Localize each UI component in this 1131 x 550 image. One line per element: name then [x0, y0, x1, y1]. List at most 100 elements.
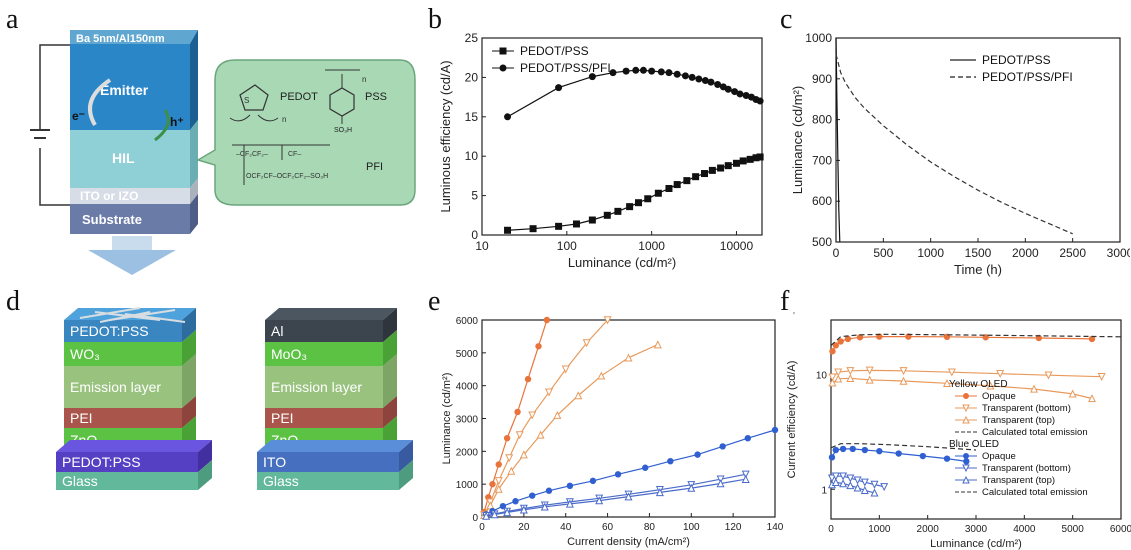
pfi-label: PFI [366, 161, 383, 173]
data-point [701, 170, 709, 178]
legend-label: PEDOT/PSS/PFI [982, 70, 1073, 84]
legend-label: Transparent (top) [982, 475, 1055, 486]
data-point [515, 431, 524, 440]
y-tick-label: 0 [472, 513, 478, 524]
data-point [505, 454, 514, 463]
layer-side [383, 354, 397, 408]
svg-text:S: S [244, 96, 249, 105]
series-line [507, 69, 761, 118]
y-tick-label: 600 [812, 194, 832, 208]
data-point [719, 443, 726, 450]
plot-frame [481, 37, 763, 236]
data-point [741, 474, 750, 483]
data-point [695, 75, 703, 83]
data-point [692, 173, 700, 181]
layer-label: Al [271, 323, 283, 339]
y-tick-label: 800 [812, 113, 832, 127]
legend-marker [963, 453, 969, 459]
data-point [947, 368, 956, 377]
x-tick-label: 3000 [965, 524, 988, 535]
data-point [648, 67, 656, 75]
x-tick-label: 140 [767, 522, 784, 533]
data-point [846, 481, 855, 490]
data-point [963, 458, 970, 465]
layer-front [64, 342, 182, 366]
x-axis-label: Time (h) [954, 262, 1002, 277]
data-point [572, 220, 580, 228]
panel-letter-c: c [780, 4, 793, 35]
legend-group-title: Blue OLED [949, 439, 999, 450]
y-tick-label: 10 [465, 149, 479, 163]
data-point [839, 472, 848, 481]
data-point [714, 80, 722, 88]
y-axis-label: Luminance (cd/m²) [790, 86, 805, 194]
layer-front [64, 366, 182, 408]
data-point [899, 376, 908, 385]
data-point [489, 480, 496, 488]
layer-front [257, 452, 399, 472]
legend-group-title: Yellow OLED [949, 379, 1008, 390]
x-tick-label: 0 [479, 522, 485, 533]
data-point [832, 342, 840, 349]
y-tick-label: 2000 [456, 447, 479, 458]
y-tick-label: 1 [821, 485, 827, 496]
layer-side [383, 396, 397, 428]
data-point [566, 482, 574, 490]
data-point [827, 474, 836, 483]
x-tick-label: 120 [725, 522, 742, 533]
series-line [830, 443, 977, 451]
series-line [832, 369, 1102, 378]
chart-b: 10 100 1000 10000 0 5 10 15 20 25 Luminance (cd/m²… [440, 31, 764, 270]
chart-e: 0 20 40 60 80 100 120 140 0 1000 2000 3000 4000 5000 6… [441, 316, 784, 548]
data-point [654, 189, 662, 197]
x-tick-label: 0 [833, 246, 840, 260]
y-axis-label: Luminance (cd/m²) [441, 373, 453, 465]
emitter-label: Emitter [100, 82, 149, 98]
data-point [1029, 384, 1039, 393]
data-point [701, 77, 709, 85]
svg-text:–CF₂CF₂–: –CF₂CF₂– [236, 151, 268, 158]
data-point [942, 379, 952, 388]
layer-label: PEDOT:PSS [62, 454, 141, 470]
layer-side [198, 440, 212, 472]
x-tick-label: 0 [828, 524, 834, 535]
layer-front [257, 472, 399, 490]
legend-label: PEDOT/PSS [982, 53, 1051, 67]
data-point [514, 408, 521, 416]
legend-label: Opaque [982, 451, 1016, 462]
legend-marker [499, 47, 507, 55]
data-point [614, 471, 622, 478]
panel-letter-f: f [780, 286, 790, 317]
layer-side [383, 308, 397, 342]
electron-label: e⁻ [72, 109, 85, 123]
data-point [708, 166, 716, 174]
panel-letter-b: b [428, 4, 442, 35]
pfi-structure [232, 144, 330, 185]
data-point [731, 88, 739, 96]
legend-marker [963, 393, 969, 399]
hole-arrow [154, 109, 170, 142]
data-point [683, 177, 691, 185]
y-tick-label: 900 [812, 72, 832, 86]
data-point [653, 340, 662, 349]
data-point [626, 203, 634, 211]
legend-label: Calculated total emission [982, 427, 1088, 438]
electron-arrow [88, 78, 112, 127]
substrate-label: Substrate [82, 212, 142, 227]
ito-label: ITO or IZO [80, 189, 138, 203]
data-point [545, 487, 553, 494]
x-tick-label: 80 [644, 522, 656, 533]
data-point [880, 483, 889, 492]
x-tick-label: 1000 [638, 239, 665, 253]
data-point [490, 510, 499, 519]
data-point [529, 492, 536, 499]
legend-label: Transparent (bottom) [982, 463, 1071, 474]
ito-layer [70, 188, 190, 204]
series-line [835, 54, 1073, 235]
pss-n: n [362, 75, 366, 84]
data-point [716, 479, 725, 488]
chart-c: 0500100015002000250030005006007008009001… [790, 31, 1130, 277]
data-point [555, 84, 563, 92]
data-point [609, 69, 617, 77]
y-tick-label: 10 [816, 371, 828, 382]
